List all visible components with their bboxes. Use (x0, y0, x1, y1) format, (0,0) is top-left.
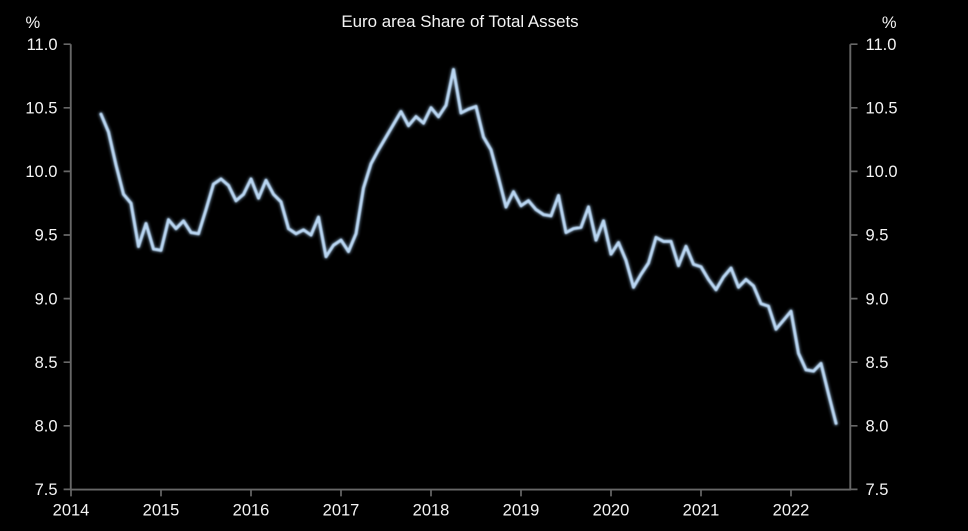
svg-text:2015: 2015 (143, 501, 180, 519)
svg-text:8.5: 8.5 (866, 354, 889, 372)
svg-text:10.5: 10.5 (866, 100, 898, 118)
svg-text:11.0: 11.0 (866, 36, 897, 54)
svg-text:2017: 2017 (323, 501, 360, 519)
svg-text:2022: 2022 (773, 501, 810, 519)
svg-text:2020: 2020 (593, 501, 630, 519)
svg-text:7.5: 7.5 (35, 481, 58, 499)
svg-text:9.0: 9.0 (866, 290, 889, 308)
svg-text:2021: 2021 (683, 501, 720, 519)
svg-text:10.0: 10.0 (25, 163, 57, 181)
svg-text:2016: 2016 (233, 501, 270, 519)
svg-text:2019: 2019 (503, 501, 540, 519)
svg-text:8.5: 8.5 (35, 354, 58, 372)
svg-text:7.5: 7.5 (866, 481, 889, 499)
svg-text:8.0: 8.0 (866, 418, 889, 436)
svg-text:11.0: 11.0 (27, 36, 58, 54)
svg-text:Euro area Share of Total Asset: Euro area Share of Total Assets (341, 12, 578, 31)
svg-text:9.5: 9.5 (866, 227, 889, 245)
svg-text:%: % (882, 14, 897, 32)
svg-text:9.0: 9.0 (35, 290, 58, 308)
svg-text:2018: 2018 (413, 501, 450, 519)
svg-text:2014: 2014 (53, 501, 90, 519)
svg-text:9.5: 9.5 (35, 227, 58, 245)
svg-text:8.0: 8.0 (35, 418, 58, 436)
svg-text:10.5: 10.5 (25, 100, 57, 118)
svg-text:%: % (26, 14, 41, 32)
svg-text:10.0: 10.0 (866, 163, 898, 181)
